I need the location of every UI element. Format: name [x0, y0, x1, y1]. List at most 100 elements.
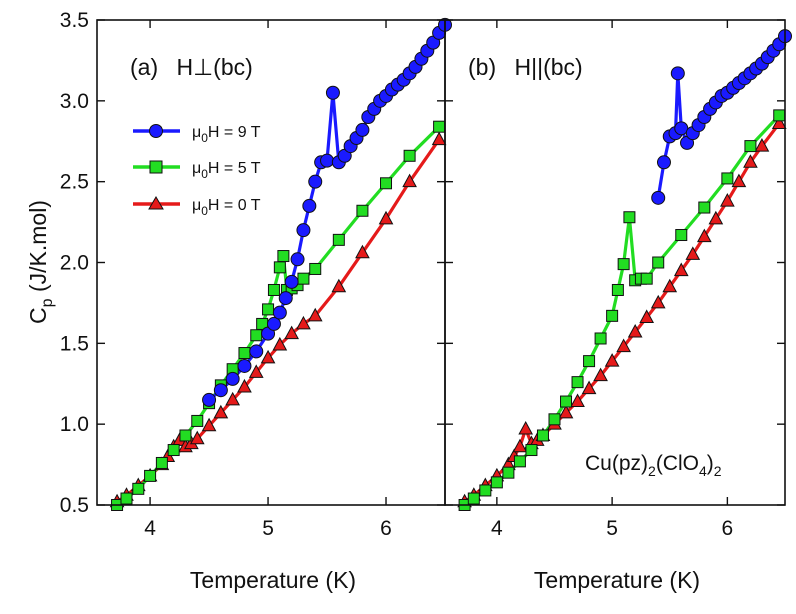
panel-b-point-triangle-21 [662, 278, 678, 293]
panel-b-point-square-23 [721, 172, 734, 185]
panel-b-point-triangle-15 [593, 367, 608, 382]
panel-b-point-square-21 [675, 229, 688, 242]
y-tick-label-5: 3.0 [60, 90, 89, 113]
panel-b-point-square-19 [640, 272, 653, 285]
panel-a-point-circle-21 [355, 122, 370, 137]
panel-b-plot-area [457, 29, 792, 511]
panel-a-point-square-6 [179, 429, 192, 442]
panel-a-point-circle-16 [325, 85, 340, 100]
panel-b-x-tick-label-2: 6 [722, 517, 734, 540]
panel-a-point-circle-1 [213, 383, 228, 398]
panel-b-point-square-11 [583, 355, 596, 368]
panel-b-point-square-22 [698, 201, 711, 214]
y-axis-title-sub: p [39, 298, 56, 307]
panel-a-point-triangle-14 [237, 378, 252, 393]
legend-0t-text: H = 0 T [208, 197, 261, 214]
panel-a-point-triangle-11 [201, 417, 217, 432]
panel-b-point-triangle-16 [604, 353, 620, 367]
legend-9t-mu: μ [192, 124, 201, 141]
formula-sub3: 2 [714, 463, 722, 479]
y-axis-title-main: C [25, 307, 51, 324]
panel-b-point-triangle-22 [673, 262, 689, 277]
panel-b-point-triangle-20 [650, 294, 666, 309]
panel-a-point-triangle-21 [331, 278, 347, 293]
panel-b-x-ticks: 4 5 6 [491, 20, 733, 540]
panel-b-point-circle-0 [651, 190, 666, 205]
panel-a-x-tick-label-1: 5 [262, 517, 274, 540]
y-tick-label-2: 1.5 [60, 332, 89, 355]
panel-b-y-ticks [445, 19, 785, 506]
panel-b-label: (b) H||(bc) [468, 54, 583, 80]
panel-a-point-triangle-10 [189, 430, 205, 445]
panel-a-point-square-1 [120, 492, 133, 505]
panel-b-point-triangle-24 [696, 228, 712, 243]
panel-a-point-square-21 [297, 272, 310, 285]
panel-b-point-square-1 [467, 492, 480, 505]
panel-a-plot-area [109, 17, 452, 511]
panel-a-point-circle-0 [202, 392, 217, 407]
panel-a-point-triangle-19 [296, 315, 311, 330]
panel-a-point-circle-7 [272, 305, 287, 320]
panel-b-x-tick-label-1: 5 [606, 517, 618, 540]
panel-b-point-square-14 [611, 283, 624, 296]
x-axis-title-b: Temperature (K) [534, 567, 700, 593]
panel-a-point-triangle-12 [213, 404, 229, 419]
y-axis-title-rest: (J/K.mol) [25, 200, 51, 298]
panel-a-point-triangle-24 [402, 173, 417, 188]
panel-a-x-tick-label-2: 6 [380, 517, 392, 540]
panel-a-point-triangle-13 [225, 391, 241, 406]
legend-label-9t: μ0H = 9 T [192, 124, 261, 145]
panel-a-point-square-7 [191, 414, 204, 427]
panel-a-point-square-22 [309, 262, 322, 275]
panel-a-point-circle-3 [237, 358, 252, 373]
panel-b-point-triangle-29 [754, 138, 770, 152]
formula-sub2: 4 [699, 463, 707, 479]
panel-a-point-square-17 [277, 250, 290, 263]
panel-b-point-square-16 [623, 211, 636, 224]
panel-a-point-circle-11 [296, 223, 311, 238]
panel-a-point-square-11 [238, 347, 251, 360]
x-axis-title-a: Temperature (K) [190, 567, 356, 593]
panel-a-point-circle-15 [320, 153, 335, 168]
panel-b-point-circle-4 [670, 66, 685, 81]
panel-b-point-square-8 [548, 413, 561, 426]
legend-5t-mu: μ [192, 160, 201, 177]
panel-a-point-triangle-20 [307, 307, 323, 322]
y-tick-label-3: 2.0 [60, 252, 89, 275]
panel-b-point-square-15 [617, 258, 630, 271]
panel-b-point-square-24 [744, 140, 757, 153]
panel-a-point-triangle-16 [260, 349, 276, 364]
legend-9t-text: H = 9 T [208, 124, 261, 141]
panel-b-x-tick-label-0: 4 [491, 517, 503, 540]
panel-a-point-circle-8 [278, 291, 293, 306]
panel-a-point-square-5 [167, 444, 180, 457]
panel-b-letter: (b) [468, 54, 496, 80]
y-tick-label-1: 1.0 [60, 413, 89, 436]
panel-b-point-triangle-19 [639, 309, 655, 323]
y-tick-label-0: 0.5 [60, 494, 89, 517]
panel-b-field-label: H||(bc) [515, 54, 583, 80]
panel-b-point-circle-1 [656, 155, 671, 170]
panel-b-point-triangle-30 [771, 115, 787, 129]
panel-a-point-circle-6 [266, 316, 281, 331]
panel-b-point-square-2 [479, 484, 492, 497]
panel-a-point-circle-10 [290, 252, 305, 267]
panel-b-point-square-4 [502, 466, 515, 479]
legend-marker-5t [149, 160, 163, 174]
panel-a-y-ticks: 0.5 1.0 1.5 2.0 2.5 3.0 3.5 [60, 9, 445, 517]
legend-5t-text: H = 5 T [208, 160, 261, 177]
panel-a-point-circle-4 [249, 344, 264, 359]
panel-a-point-triangle-18 [284, 325, 299, 340]
panel-a-point-triangle-25 [431, 131, 447, 146]
panel-b-point-square-10 [571, 376, 584, 389]
panel-b-point-square-25 [773, 109, 786, 122]
panel-b-point-square-13 [606, 309, 619, 322]
formula-end: ) [707, 452, 714, 475]
panel-a-point-circle-2 [225, 371, 240, 386]
panel-a-field-label: H⊥(bc) [177, 54, 253, 80]
panel-b-point-square-6 [525, 444, 538, 457]
panel-b-point-triangle-12 [558, 404, 574, 419]
y-axis-title: Cp (J/K.mol) [25, 200, 56, 324]
formula-sub1: 2 [648, 463, 656, 479]
